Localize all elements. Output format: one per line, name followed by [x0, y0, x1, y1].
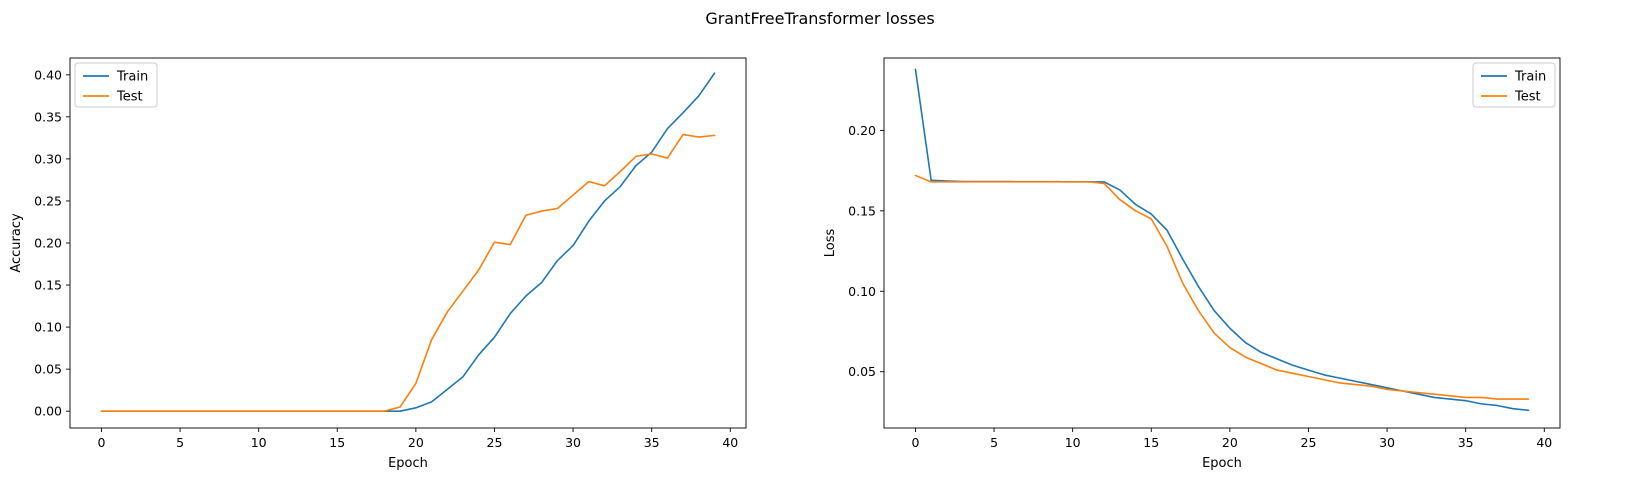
- legend: Train Test: [74, 62, 158, 108]
- x-tick-label: 40: [722, 435, 738, 450]
- x-tick-label: 35: [1458, 435, 1474, 450]
- x-tick-label: 0: [97, 435, 105, 450]
- x-tick-label: 5: [990, 435, 998, 450]
- axes-frame: [883, 57, 1561, 429]
- x-tick-label: 35: [644, 435, 660, 450]
- x-tick-label: 15: [329, 435, 345, 450]
- y-tick-label: 0.15: [848, 203, 876, 218]
- x-tick-label: 25: [487, 435, 503, 450]
- y-tick-label: 0.30: [34, 151, 62, 166]
- plot-area: [70, 58, 746, 428]
- x-tick-label: 30: [565, 435, 581, 450]
- series-line-test: [100, 133, 716, 412]
- x-tick-label: 10: [251, 435, 267, 450]
- y-tick-label: 0.00: [34, 404, 62, 419]
- loss-chart: 0 5 10 15 20 25 30 35 40 0.05 0.10 0.15 0.20 Epoch Los…: [823, 57, 1561, 471]
- x-axis-label: Epoch: [1202, 456, 1242, 471]
- x-tick-label: 20: [1222, 435, 1238, 450]
- y-tick-label: 0.15: [34, 278, 62, 293]
- legend-label-test: Test: [1514, 90, 1541, 105]
- legend-label-train: Train: [1514, 70, 1546, 85]
- accuracy-chart: 0 5 10 15 20 25 30 35 40 0.00 0.05 0.10 0.15 0.20 0.25…: [9, 57, 747, 471]
- x-tick-label: 0: [911, 435, 919, 450]
- y-tick-label: 0.20: [848, 123, 876, 138]
- y-tick-label: 0.20: [34, 236, 62, 251]
- x-axis-label: Epoch: [388, 456, 428, 471]
- y-axis-label: Loss: [823, 229, 838, 258]
- x-tick-label: 20: [408, 435, 424, 450]
- x-tick-label: 40: [1536, 435, 1552, 450]
- y-tick-label: 0.05: [848, 364, 876, 379]
- y-tick-label: 0.35: [34, 109, 62, 124]
- plot-area: [884, 58, 1560, 428]
- series-line-test: [914, 174, 1530, 400]
- x-tick-label: 10: [1065, 435, 1081, 450]
- legend: Train Test: [1472, 62, 1556, 108]
- x-tick-label: 5: [176, 435, 184, 450]
- legend-label-train: Train: [116, 70, 148, 85]
- y-tick-label: 0.10: [848, 284, 876, 299]
- y-tick-label: 0.40: [34, 67, 62, 82]
- x-tick-label: 25: [1301, 435, 1317, 450]
- figure-suptitle: GrantFreeTransformer losses: [705, 9, 934, 28]
- x-tick-label: 30: [1379, 435, 1395, 450]
- y-tick-label: 0.05: [34, 362, 62, 377]
- y-tick-label: 0.25: [34, 193, 62, 208]
- x-tick-label: 15: [1143, 435, 1159, 450]
- y-axis-label: Accuracy: [9, 213, 24, 273]
- legend-label-test: Test: [116, 90, 143, 105]
- y-tick-label: 0.10: [34, 320, 62, 335]
